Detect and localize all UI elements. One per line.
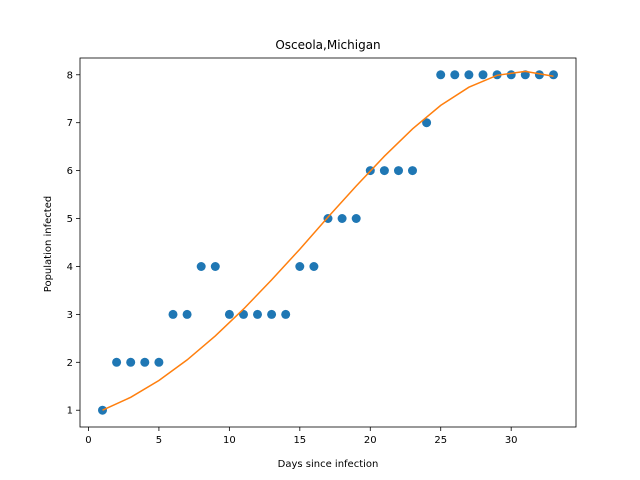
- data-point: [394, 166, 403, 176]
- data-point: [534, 70, 544, 80]
- data-point: [408, 166, 417, 176]
- x-tick-label: 25: [434, 435, 447, 446]
- data-point: [224, 309, 234, 319]
- data-point: [337, 214, 347, 223]
- data-point: [267, 309, 277, 319]
- y-tick-label: 4: [67, 262, 73, 273]
- x-axis-label: Days since infection: [278, 459, 379, 470]
- data-point: [210, 262, 220, 271]
- axes-frame: [79, 57, 577, 428]
- data-point: [464, 70, 474, 80]
- y-tick-label: 2: [67, 358, 73, 369]
- data-point: [196, 262, 206, 271]
- data-point: [112, 357, 122, 367]
- y-tick-label: 3: [67, 310, 73, 321]
- data-point: [351, 214, 361, 223]
- x-tick-label: 20: [364, 435, 377, 446]
- plot-area: [98, 70, 558, 415]
- data-point: [549, 70, 558, 80]
- y-tick-label: 6: [67, 166, 73, 177]
- x-tick-label: 5: [156, 435, 162, 446]
- fit-line: [102, 70, 554, 411]
- data-point: [520, 70, 530, 80]
- data-point: [253, 309, 262, 319]
- x-tick-label: 0: [85, 435, 91, 446]
- data-point: [168, 309, 178, 319]
- y-axis-label: Population infected: [43, 196, 54, 292]
- y-tick-label: 1: [67, 406, 73, 417]
- data-point: [422, 118, 432, 128]
- data-point: [506, 70, 516, 80]
- y-tick-label: 5: [67, 214, 73, 225]
- chart-title: Osceola,Michigan: [275, 38, 380, 52]
- data-point: [436, 70, 446, 80]
- x-tick-label: 15: [293, 435, 306, 446]
- data-point: [154, 357, 164, 367]
- data-point: [309, 262, 319, 271]
- axes: 0 5 10 15 20 25 30 1 2 3 4 5 6 7 8: [67, 57, 577, 446]
- x-tick-label: 10: [223, 435, 236, 446]
- data-point: [478, 70, 488, 80]
- data-point: [450, 70, 460, 80]
- data-point: [126, 357, 136, 367]
- y-tick-label: 7: [67, 118, 73, 129]
- data-point: [379, 166, 389, 176]
- data-point: [295, 262, 305, 271]
- data-point: [182, 309, 192, 319]
- data-point: [140, 357, 150, 367]
- y-tick-label: 8: [67, 70, 73, 81]
- data-point: [281, 309, 291, 319]
- x-tick-label: 30: [505, 435, 518, 446]
